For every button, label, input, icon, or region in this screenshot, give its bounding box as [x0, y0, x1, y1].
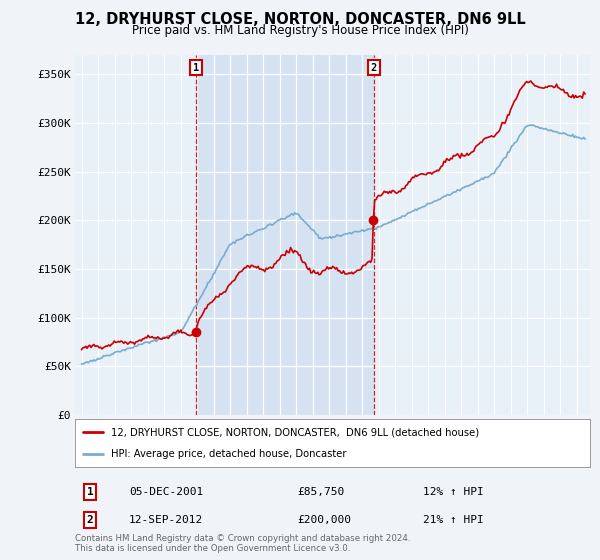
Text: £200,000: £200,000 — [297, 515, 351, 525]
Text: Price paid vs. HM Land Registry's House Price Index (HPI): Price paid vs. HM Land Registry's House … — [131, 24, 469, 36]
Text: 1: 1 — [193, 63, 199, 73]
Text: 12, DRYHURST CLOSE, NORTON, DONCASTER,  DN6 9LL (detached house): 12, DRYHURST CLOSE, NORTON, DONCASTER, D… — [111, 427, 479, 437]
Text: Contains HM Land Registry data © Crown copyright and database right 2024.
This d: Contains HM Land Registry data © Crown c… — [75, 534, 410, 553]
Text: 21% ↑ HPI: 21% ↑ HPI — [423, 515, 484, 525]
Text: 12, DRYHURST CLOSE, NORTON, DONCASTER, DN6 9LL: 12, DRYHURST CLOSE, NORTON, DONCASTER, D… — [74, 12, 526, 27]
Text: 2: 2 — [371, 63, 377, 73]
Text: 12% ↑ HPI: 12% ↑ HPI — [423, 487, 484, 497]
Text: HPI: Average price, detached house, Doncaster: HPI: Average price, detached house, Donc… — [111, 449, 347, 459]
Text: 1: 1 — [86, 487, 94, 497]
Text: £85,750: £85,750 — [297, 487, 344, 497]
Text: 2: 2 — [86, 515, 94, 525]
Bar — [196, 55, 374, 415]
Text: 05-DEC-2001: 05-DEC-2001 — [129, 487, 203, 497]
Text: 12-SEP-2012: 12-SEP-2012 — [129, 515, 203, 525]
